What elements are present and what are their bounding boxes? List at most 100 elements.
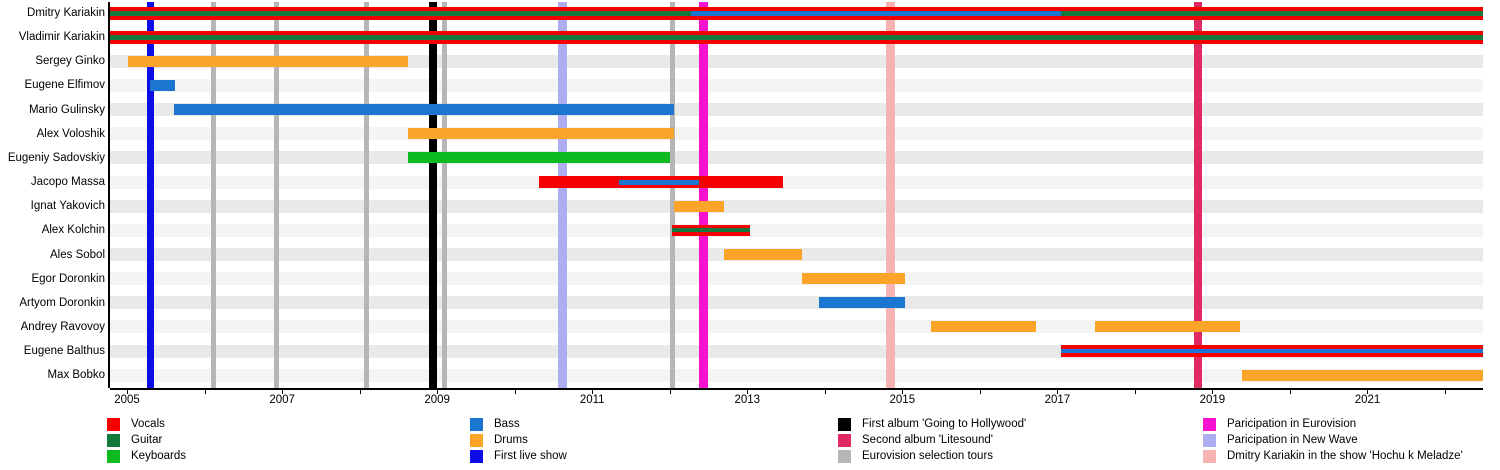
member-bar (1094, 321, 1240, 333)
member-label: Ignat Yakovich (30, 200, 105, 213)
axis-tick (592, 390, 594, 394)
event-line-first-live-show (146, 2, 154, 388)
member-bar (931, 321, 1037, 333)
grid-band (110, 368, 1483, 382)
axis-tick (1289, 390, 1291, 394)
axis-tick (824, 390, 826, 394)
axis-tick (747, 390, 749, 394)
member-label: Alex Voloshik (36, 127, 105, 140)
legend-swatch-first_album (838, 418, 851, 431)
member-label: Vladimir Kariakin (18, 31, 105, 44)
member-label: Mario Gulinsky (28, 103, 105, 116)
axis-year-label: 2021 (1354, 394, 1381, 406)
legend-swatch-first_live_show (470, 450, 483, 463)
plot-area (110, 2, 1483, 388)
grid-band (110, 78, 1483, 92)
axis-year-label: 2009 (424, 394, 450, 406)
event-line-selection-tour (364, 2, 370, 388)
legend-label: Eurovision selection tours (862, 450, 994, 462)
member-label: Jacopo Massa (30, 176, 105, 189)
event-line-meladze-show (886, 2, 896, 388)
member-label: Eugene Balthus (23, 345, 105, 358)
axis-tick (1134, 390, 1136, 394)
member-label: Ales Sobol (50, 248, 105, 261)
member-label: Eugene Elfimov (24, 79, 105, 92)
legend-label: Bass (494, 418, 520, 430)
bar-stripe-segment (672, 228, 750, 233)
x-axis-line (110, 388, 1483, 390)
axis-tick (1212, 390, 1214, 394)
legend-label: Paricipation in New Wave (1227, 434, 1358, 446)
legend-label: Paricipation in Eurovision (1227, 418, 1357, 430)
bar-stripe-segment (110, 10, 692, 16)
member-bar (672, 224, 750, 236)
member-label: Artyom Doronkin (19, 296, 105, 309)
axis-year-label: 2005 (114, 394, 140, 406)
legend-label: Keyboards (131, 450, 186, 462)
member-label: Dmitry Kariakin (27, 7, 105, 19)
axis-year-label: 2007 (269, 394, 295, 406)
event-line-selection-tour (274, 2, 280, 388)
axis-year-label: 2017 (1044, 394, 1071, 406)
legend-label: Second album 'Litesound' (862, 434, 993, 446)
member-bar (539, 176, 783, 189)
axis-tick (979, 390, 981, 394)
axis-tick (514, 390, 516, 394)
bar-stripe-segment (619, 179, 700, 185)
member-bar (127, 55, 408, 67)
axis-tick (282, 390, 284, 394)
axis-tick (1367, 390, 1369, 394)
member-bar (110, 30, 1483, 44)
member-label: Egor Doronkin (31, 272, 105, 285)
axis-tick (127, 390, 129, 394)
legend-swatch-keyboards (107, 450, 120, 463)
member-label: Max Bobko (47, 369, 105, 382)
event-line-new-wave (558, 2, 568, 388)
grid-band (110, 54, 1483, 68)
member-bar (110, 6, 1483, 20)
member-labels-column: Dmitry Kariakin Vladimir Kariakin Sergey G… (0, 0, 105, 390)
y-axis-line (108, 2, 110, 388)
event-line-selection-tour (210, 2, 216, 388)
legend-swatch-vocals (107, 418, 120, 431)
legend-swatch-meladze_show (1203, 450, 1216, 463)
member-bar (407, 128, 674, 140)
legend-label: Dmitry Kariakin in the show 'Hochu k Mel… (1227, 450, 1463, 462)
member-bar (801, 273, 906, 285)
axis-year-label: 2011 (579, 394, 605, 406)
legend-label: Drums (494, 434, 528, 446)
bar-stripe-segment (691, 10, 1062, 16)
member-bar (673, 200, 724, 212)
member-bar (150, 79, 176, 91)
axis-tick (204, 390, 206, 394)
member-bar (407, 152, 670, 164)
axis-tick (359, 390, 361, 394)
axis-year-label: 2013 (734, 394, 761, 406)
grid-band (110, 175, 1483, 189)
legend-label: First album 'Going to Hollywood' (862, 418, 1027, 430)
grid-band (110, 320, 1483, 334)
legend-label: Vocals (131, 418, 165, 430)
legend-swatch-bass (470, 418, 483, 431)
member-bar (1241, 369, 1483, 381)
grid-band (110, 151, 1483, 165)
axis-tick (1057, 390, 1059, 394)
grid-band (110, 199, 1483, 213)
member-bar (819, 297, 906, 309)
member-bar (1061, 345, 1483, 358)
event-line-first-album (428, 2, 437, 388)
axis-tick (437, 390, 439, 394)
member-bar (173, 104, 674, 116)
member-label: Sergey Ginko (35, 55, 105, 68)
grid-band (110, 272, 1483, 286)
legend: Vocals Guitar Keyboards Bass Drums First live… (0, 414, 1500, 470)
legend-label: Guitar (131, 434, 163, 446)
axis-tick (902, 390, 904, 394)
legend-swatch-drums (470, 434, 483, 447)
event-line-selection-tour (442, 2, 448, 388)
axis-tick (1445, 390, 1446, 394)
bar-stripe-segment (110, 34, 1483, 40)
member-label: Eugeniy Sadovskiy (7, 151, 105, 164)
legend-label: First live show (494, 450, 567, 462)
grid-band (110, 127, 1483, 141)
